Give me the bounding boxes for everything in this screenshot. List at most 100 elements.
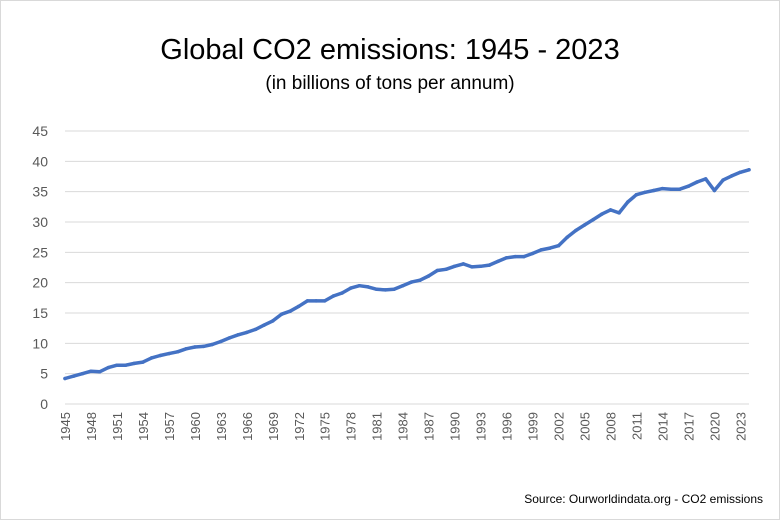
data-point [305, 299, 310, 303]
data-point [322, 299, 327, 303]
data-point [366, 285, 370, 289]
data-point [522, 254, 526, 259]
data-point [340, 291, 344, 295]
x-tick-label: 2023 [733, 412, 748, 441]
data-point [677, 187, 682, 191]
y-tick-label: 0 [40, 396, 48, 412]
data-point [617, 211, 621, 215]
data-point [487, 263, 492, 267]
x-tick-label: 1996 [500, 412, 515, 441]
data-point [400, 283, 405, 288]
data-point [729, 174, 734, 178]
data-point [331, 294, 336, 298]
y-tick-label: 30 [32, 214, 48, 230]
data-point [219, 339, 223, 344]
data-point [80, 371, 85, 376]
data-point [461, 262, 466, 266]
y-tick-label: 45 [32, 123, 48, 139]
data-point [262, 323, 266, 327]
data-point [539, 248, 543, 252]
data-point [210, 342, 214, 347]
data-point [721, 178, 725, 182]
x-tick-label: 1990 [448, 412, 463, 441]
data-point [634, 192, 639, 197]
data-point [97, 370, 102, 374]
data-point [470, 265, 474, 269]
data-point [184, 347, 188, 351]
data-point [288, 309, 292, 313]
gridlines [65, 130, 749, 405]
data-point [435, 268, 440, 273]
x-axis-ticks: 1945 1948 1951 1954 1957 1960 1963 1966 1969 1972… [58, 412, 748, 441]
data-point [149, 356, 154, 360]
data-point [348, 286, 353, 290]
data-point [123, 363, 128, 367]
data-point [574, 228, 578, 233]
x-tick-label: 1948 [84, 412, 99, 441]
x-tick-label: 1978 [344, 412, 359, 441]
data-point [643, 190, 647, 195]
data-point [513, 254, 517, 259]
data-point [600, 212, 604, 216]
data-point [409, 280, 414, 284]
data-point [548, 246, 552, 250]
data-point [132, 361, 137, 366]
x-tick-label: 1987 [422, 412, 437, 441]
x-tick-label: 1993 [474, 412, 489, 441]
chart-subtitle: (in billions of tons per annum) [265, 73, 515, 94]
data-point [626, 200, 630, 204]
x-tick-label: 1960 [188, 412, 203, 441]
y-tick-label: 25 [32, 244, 48, 260]
source-note: Source: Ourworldindata.org - CO2 emissio… [524, 492, 763, 506]
x-tick-label: 2020 [707, 412, 722, 441]
data-point [297, 304, 301, 309]
y-tick-label: 40 [32, 153, 48, 169]
y-axis-ticks: 0 5 10 15 20 25 30 35 40 45 [32, 123, 48, 412]
data-point [530, 251, 535, 256]
data-point [374, 287, 379, 292]
data-point [253, 327, 258, 332]
data-point [383, 288, 388, 292]
chart-title: Global CO2 emissions: 1945 - 2023 [160, 34, 620, 66]
data-point [141, 360, 145, 364]
data-point [686, 184, 691, 188]
data-point [115, 363, 119, 367]
data-point [167, 351, 171, 356]
data-point [392, 287, 396, 292]
x-tick-label: 1972 [292, 412, 307, 441]
data-point [63, 376, 67, 381]
data-point [236, 333, 240, 337]
x-tick-label: 1969 [266, 412, 281, 441]
data-point [608, 208, 613, 212]
y-tick-label: 35 [32, 184, 48, 200]
data-point [703, 177, 708, 181]
data-point [227, 336, 232, 340]
y-tick-label: 15 [32, 305, 48, 321]
data-point [426, 274, 431, 278]
data-point [652, 188, 656, 193]
co2-emissions-line [63, 168, 751, 381]
data-point [444, 267, 448, 272]
data-point [175, 350, 180, 354]
x-tick-label: 1999 [526, 412, 541, 441]
data-point [271, 319, 275, 323]
data-point [201, 344, 206, 349]
y-tick-label: 10 [32, 335, 48, 351]
data-point [106, 365, 111, 370]
data-point [245, 330, 249, 335]
x-tick-label: 1954 [136, 412, 151, 441]
data-point [193, 345, 197, 349]
x-tick-label: 1984 [396, 412, 411, 441]
x-tick-label: 1957 [162, 412, 177, 441]
data-point [452, 264, 457, 269]
x-tick-label: 1966 [240, 412, 255, 441]
series-layer [63, 168, 751, 381]
x-tick-label: 2002 [552, 412, 567, 441]
data-point [478, 264, 483, 269]
data-point [669, 187, 673, 191]
data-point [71, 374, 76, 378]
data-point [565, 235, 569, 239]
data-point [158, 353, 162, 358]
data-point [357, 283, 362, 288]
